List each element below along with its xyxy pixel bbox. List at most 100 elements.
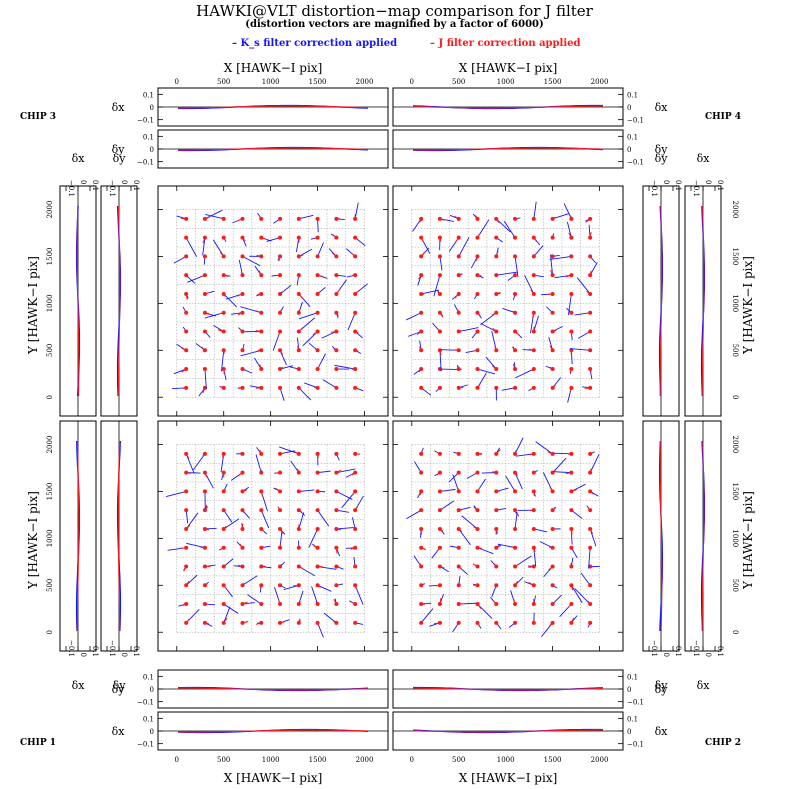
chip1-j-vector-point [221, 508, 226, 513]
chip4-j-vector-point [475, 273, 480, 278]
chip1-j-vector-point [334, 583, 339, 588]
chip1-ks-vector [220, 453, 225, 473]
chip3-j-vector-point [259, 254, 264, 259]
chip1-j-vector-point [259, 545, 264, 550]
chip1-j-vector-point [296, 489, 301, 494]
top-right-dy-tick-label: 0 [627, 146, 631, 154]
right-top-y-tick-label: 1000 [731, 294, 739, 312]
chip4-j-vector-point [550, 291, 555, 296]
chip1-j-vector-point [221, 489, 226, 494]
bot-left-dx-tick-label: 0 [150, 728, 154, 736]
chip2-j-vector-point [569, 620, 574, 625]
chip3-ks-vector [212, 239, 225, 257]
chip1-j-vector-point [278, 451, 283, 456]
chip1-j-vector-point [221, 470, 226, 475]
chip2-j-vector-point [437, 602, 442, 607]
bot-right-dx-tick-label: −0.1 [627, 741, 644, 749]
chip4-ks-vector [576, 277, 591, 295]
chip1-j-vector-point [353, 620, 358, 625]
chip1-j-vector-point [315, 602, 320, 607]
chip4-ks-vector [480, 323, 497, 332]
chip2-ks-vector [535, 441, 553, 455]
left-bot-dy-tick-label: −0.1 [108, 640, 116, 657]
chip1-j-vector-point [353, 508, 358, 513]
chip1-j-vector-point [184, 526, 189, 531]
chip1-ks-vector [242, 602, 255, 605]
top-right-dx-j-curve [412, 105, 603, 109]
chip2-j-vector-point [475, 545, 480, 550]
bottom-x-tick-label: 0 [175, 756, 179, 764]
figure-title: HAWKI@VLT distortion−map comparison for … [196, 2, 593, 20]
chip1-j-vector-point [240, 602, 245, 607]
chip4-j-vector-point [456, 235, 461, 240]
chip3-j-vector-point [221, 291, 226, 296]
chip1-j-vector-point [259, 583, 264, 588]
left-top-dy-tick-label: −0.1 [108, 180, 116, 197]
chip1-j-vector-point [184, 602, 189, 607]
chip1-j-vector-point [353, 451, 358, 456]
chip2-j-vector-point [494, 489, 499, 494]
bot-left-dx-tick-label: 0.1 [143, 715, 154, 723]
chip2-j-vector-point [437, 451, 442, 456]
chip2-j-vector-point [437, 564, 442, 569]
chip2-j-vector-point [437, 470, 442, 475]
chip4-ks-vector [563, 203, 572, 220]
chip4-j-vector-point [456, 348, 461, 353]
bottom-x-tick-label: 1500 [544, 756, 562, 764]
chip2-j-vector-point [475, 602, 480, 607]
chip3-j-vector-point [221, 273, 226, 278]
chip3-j-vector-point [184, 385, 189, 390]
chip2-j-vector-point [456, 545, 461, 550]
chip3-j-vector-point [296, 348, 301, 353]
chip4-j-vector-point [475, 291, 480, 296]
chip3-ks-vector [254, 357, 262, 370]
chip1-ks-vector [317, 622, 324, 638]
chip2-j-vector-point [494, 545, 499, 550]
chip1-j-vector-point [202, 583, 207, 588]
chip4-j-vector-point [531, 216, 536, 221]
chip4-j-vector-point [419, 273, 424, 278]
chip4-j-vector-point [531, 367, 536, 372]
chip3-ks-vector [202, 237, 206, 256]
right-bot-dy-strip [642, 420, 680, 652]
chip4-j-vector-point [513, 310, 518, 315]
chip2-j-vector-point [475, 508, 480, 513]
chip1-j-vector-point [184, 583, 189, 588]
top-left-dx-axis-label: δx [112, 101, 126, 114]
chip4-j-vector-point [513, 216, 518, 221]
chip1-j-vector-point [202, 602, 207, 607]
right-bot-dy-tick-label: 0 [662, 653, 670, 657]
chip2-j-vector-point [456, 564, 461, 569]
chip3-j-vector-point [353, 348, 358, 353]
chip1-j-vector-point [315, 526, 320, 531]
chip4-j-vector-point [475, 385, 480, 390]
chip2-j-vector-point [588, 508, 593, 513]
right-bot-dx-tick-label: 0 [704, 653, 712, 657]
chip4-ks-vector [515, 368, 535, 379]
left-top-y-tick-label: 1000 [46, 294, 54, 312]
left-bot-y-tick-label: 0 [46, 630, 54, 634]
left-top-y-tick-label: 0 [46, 395, 54, 399]
chip2-j-vector-point [475, 526, 480, 531]
chip4-j-vector-point [456, 310, 461, 315]
chip3-ks-vector [322, 379, 337, 389]
right-top-y-tick-label: 500 [731, 344, 739, 357]
chip4-j-vector-point [531, 329, 536, 334]
chip4-j-vector-point [569, 254, 574, 259]
chip4-ks-vector [433, 275, 441, 297]
chip3-j-vector-point [315, 329, 320, 334]
chip3-j-vector-point [315, 348, 320, 353]
chip4-j-vector-point [550, 367, 555, 372]
chip1-j-vector-point [278, 620, 283, 625]
chip3-j-vector-point [221, 235, 226, 240]
chip3-j-vector-point [278, 216, 283, 221]
chip2-j-vector-point [588, 583, 593, 588]
chip4-panel-frame [392, 185, 624, 417]
chip4-ks-vector [470, 256, 478, 269]
chip4-j-vector-point [513, 291, 518, 296]
right-bot-y-tick-label: 500 [731, 579, 739, 592]
chip4-j-vector-point [588, 385, 593, 390]
chip3-j-vector-point [240, 291, 245, 296]
chip2-j-vector-point [569, 470, 574, 475]
